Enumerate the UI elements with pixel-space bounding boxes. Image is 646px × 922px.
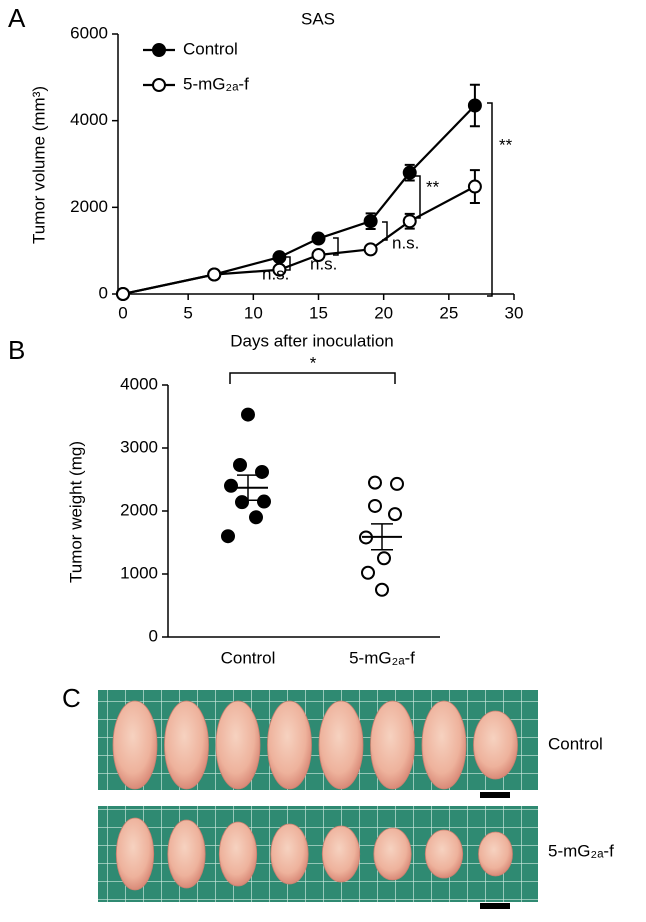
annotation: **: [499, 135, 513, 154]
x-tick-label: 5: [183, 303, 192, 322]
data-point: [361, 565, 375, 580]
row-label: 5-mG₂ₐ-f: [548, 841, 614, 860]
data-point: [311, 231, 326, 246]
data-point: [255, 464, 269, 479]
data-point: [467, 98, 482, 113]
data-point: [224, 478, 238, 493]
legend-marker: [152, 43, 166, 57]
data-point: [363, 214, 378, 229]
tumor: [370, 700, 415, 790]
x-axis-label: Days after inoculation: [230, 331, 393, 350]
bracket: [415, 175, 421, 219]
data-point: [388, 507, 402, 522]
photo-panel: C Control 5-mG₂ₐ-f: [62, 683, 614, 909]
panel-label: C: [62, 683, 81, 713]
data-point: [467, 179, 482, 194]
data-point: [368, 475, 382, 490]
x-tick-label: Control: [221, 648, 276, 667]
y-axis-label: Tumor volume (mm³): [29, 86, 48, 244]
tumor: [373, 827, 412, 881]
tumor: [478, 831, 513, 877]
data-point: [235, 495, 249, 510]
tumor: [321, 825, 361, 883]
tumor: [215, 700, 261, 790]
photo: [98, 690, 538, 790]
data-point: [390, 476, 404, 491]
y-tick-label: 0: [99, 283, 108, 302]
data-point: [272, 250, 287, 265]
y-tick-label: 3000: [120, 437, 158, 456]
bracket: [229, 372, 396, 384]
data-point: [363, 242, 378, 257]
y-tick-label: 1000: [120, 563, 158, 582]
data-point: [116, 287, 130, 301]
bracket: [382, 221, 388, 241]
annotation: *: [310, 353, 317, 372]
data-point: [249, 510, 263, 525]
x-tick-label: 5-mG₂ₐ-f: [349, 648, 415, 667]
tumor: [115, 817, 155, 891]
scale-bar: [480, 792, 510, 798]
legend-label: 5-mG₂ₐ-f: [183, 74, 249, 93]
annotation: n.s.: [392, 233, 419, 252]
annotation: n.s.: [262, 264, 289, 283]
y-tick-label: 4000: [120, 374, 158, 393]
photo: [98, 806, 538, 902]
y-tick-label: 0: [149, 626, 158, 645]
tumor: [167, 819, 206, 889]
panel-label: A: [8, 3, 26, 33]
annotation: **: [426, 177, 440, 196]
tumor: [318, 700, 364, 790]
data-point: [207, 267, 222, 282]
bracket: [487, 102, 493, 297]
y-axis-label: Tumor weight (mg): [66, 441, 85, 583]
legend-label: Control: [183, 39, 238, 58]
data-point: [311, 248, 326, 262]
data-point: [402, 214, 417, 229]
y-tick-label: 6000: [70, 23, 108, 42]
x-tick-label: 20: [374, 303, 393, 322]
tumor: [112, 700, 158, 790]
row-label: Control: [548, 734, 603, 753]
data-point: [402, 165, 417, 180]
chart-title: SAS: [301, 9, 335, 28]
tumor: [270, 823, 309, 885]
x-tick-label: 30: [505, 303, 524, 322]
x-tick-label: 25: [439, 303, 458, 322]
y-tick-label: 2000: [70, 197, 108, 216]
scale-bar: [480, 903, 510, 909]
data-point: [375, 582, 389, 597]
data-point: [241, 407, 255, 422]
x-tick-label: 10: [244, 303, 263, 322]
tumor: [218, 821, 258, 887]
bracket: [285, 256, 291, 271]
series-line: [122, 104, 476, 296]
legend-marker: [152, 78, 166, 92]
tumor: [164, 700, 209, 790]
annotation: n.s.: [310, 254, 337, 273]
data-point: [377, 551, 391, 566]
x-tick-label: 0: [118, 303, 127, 322]
panel-label: B: [8, 335, 25, 365]
y-tick-label: 4000: [70, 110, 108, 129]
x-tick-label: 15: [309, 303, 328, 322]
data-point: [368, 498, 382, 513]
data-point: [233, 458, 247, 473]
error-bar: [371, 523, 393, 551]
tumor: [267, 700, 312, 790]
tumor: [473, 710, 518, 780]
series-line: [122, 185, 476, 296]
y-tick-label: 2000: [120, 500, 158, 519]
error-bar: [237, 474, 259, 502]
bracket: [333, 237, 339, 256]
tumor: [424, 829, 464, 879]
tumor: [421, 700, 467, 790]
data-point: [221, 529, 235, 544]
data-point: [257, 494, 271, 509]
